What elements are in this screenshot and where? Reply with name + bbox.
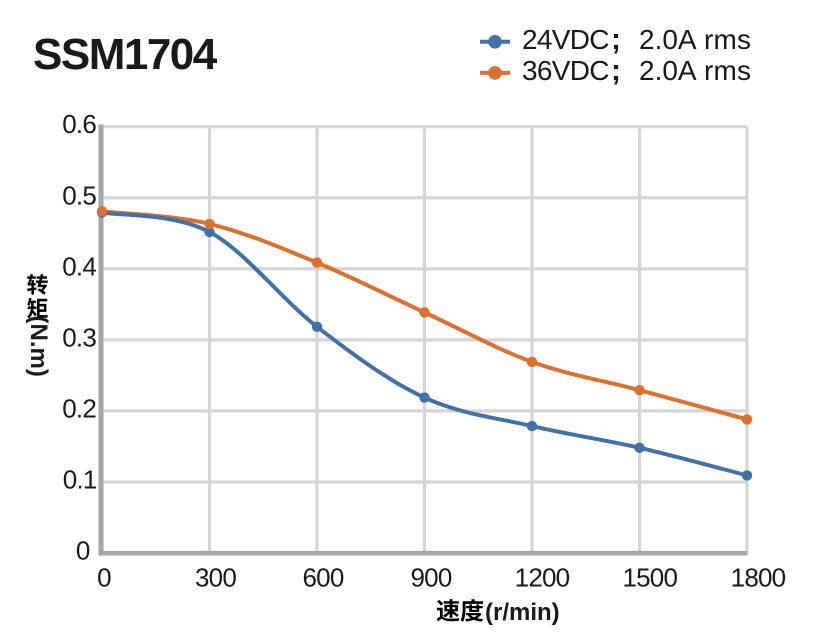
svg-text:0.2: 0.2 <box>62 393 96 423</box>
svg-text:(N.m): (N.m) <box>25 316 52 377</box>
svg-text:1500: 1500 <box>622 563 677 593</box>
svg-text:0.3: 0.3 <box>62 322 96 352</box>
svg-text:0: 0 <box>97 563 111 593</box>
svg-text:SSM1704: SSM1704 <box>33 30 218 79</box>
svg-text:1800: 1800 <box>731 563 786 593</box>
svg-text:300: 300 <box>195 563 236 593</box>
svg-text:0.6: 0.6 <box>62 109 96 139</box>
svg-text:0.1: 0.1 <box>63 465 97 495</box>
svg-text:0.4: 0.4 <box>62 251 96 281</box>
svg-text:(r/min): (r/min) <box>485 599 560 626</box>
svg-text:0: 0 <box>76 536 90 566</box>
svg-text:600: 600 <box>303 563 344 593</box>
svg-text:1200: 1200 <box>515 563 570 593</box>
svg-text:0.5: 0.5 <box>62 180 96 210</box>
svg-text:900: 900 <box>411 563 452 593</box>
